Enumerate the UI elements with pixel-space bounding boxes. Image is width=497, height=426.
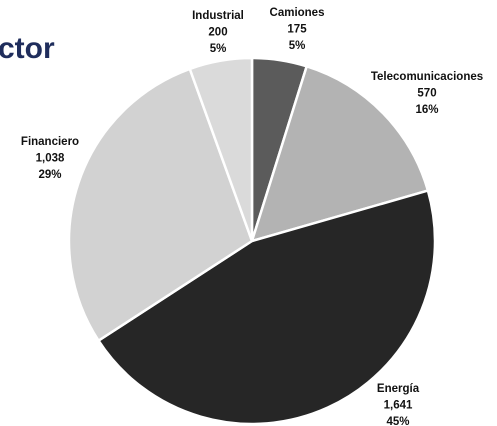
percent-label: 29% <box>38 169 61 181</box>
slice-label: Financiero <box>21 136 79 148</box>
slice-label: Camiones <box>270 7 325 19</box>
value-label: 1,641 <box>384 400 413 412</box>
pie-slice <box>96 189 437 426</box>
chart-title: ctor <box>0 32 55 65</box>
slice-label: Energía <box>377 383 420 395</box>
pie-slice <box>67 67 254 343</box>
pie-slice <box>250 64 430 243</box>
percent-label: 5% <box>210 43 227 55</box>
value-label: 1,038 <box>36 153 65 165</box>
percent-label: 45% <box>386 416 409 426</box>
pie-slice <box>188 56 254 242</box>
slice-label: Telecomunicaciones <box>371 71 483 83</box>
value-label: 200 <box>208 27 227 39</box>
value-label: 175 <box>287 24 307 36</box>
percent-label: 5% <box>289 40 306 52</box>
value-label: 570 <box>417 88 436 100</box>
slice-label: Industrial <box>192 10 244 22</box>
percent-label: 16% <box>415 104 438 116</box>
